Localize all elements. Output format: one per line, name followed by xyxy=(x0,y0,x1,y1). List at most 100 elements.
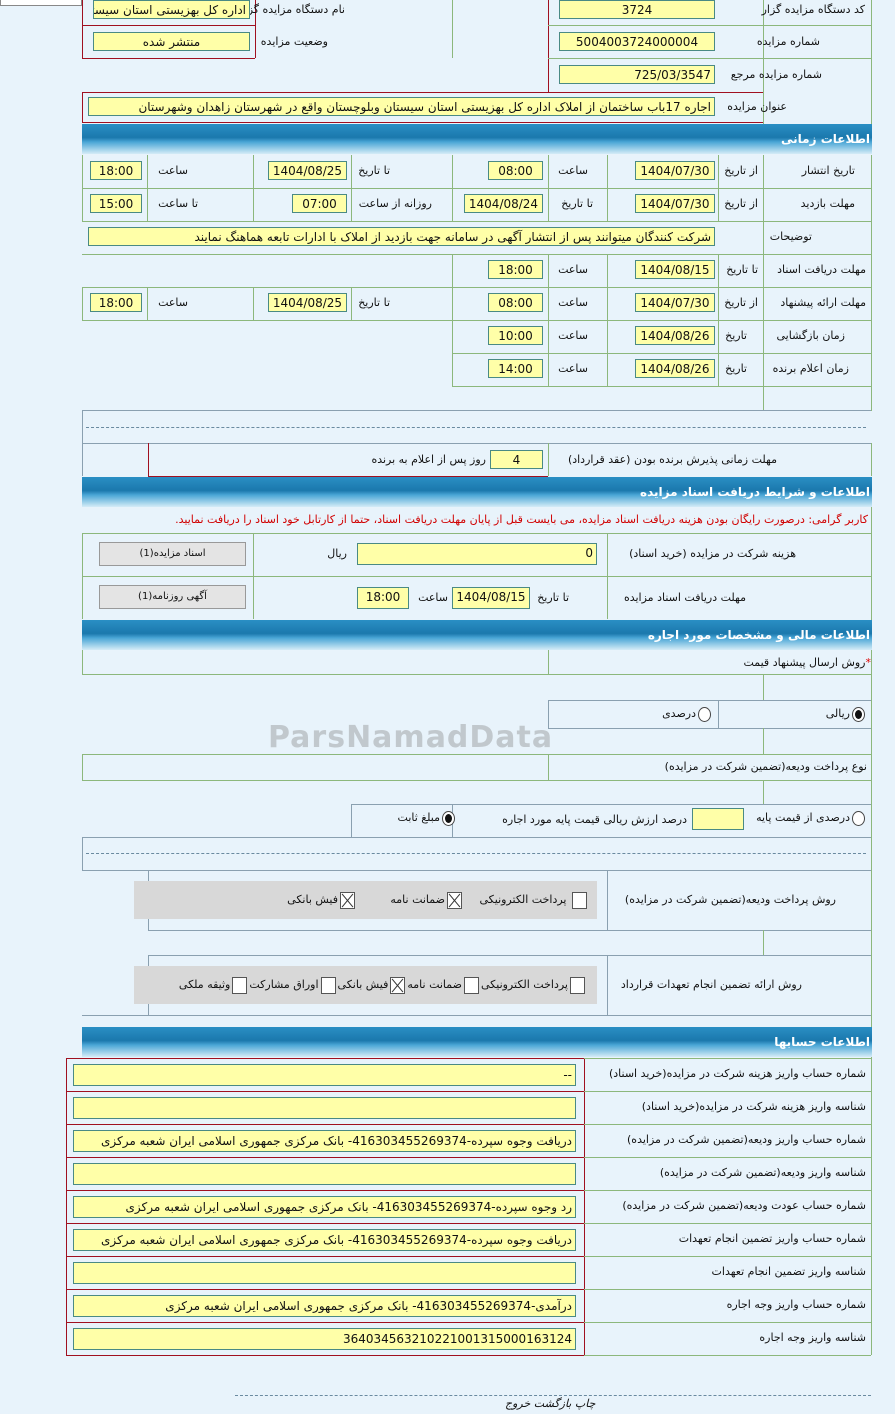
docs-deadline-time[interactable]: 18:00 xyxy=(357,587,409,609)
fixed-radio[interactable] xyxy=(442,810,455,826)
winner-date-field[interactable]: 1404/08/26 xyxy=(635,359,715,378)
section-accounts: اطلاعات حسابها xyxy=(82,1027,872,1057)
status-field[interactable]: منتشر شده xyxy=(93,32,250,51)
offer-from-time[interactable]: 08:00 xyxy=(488,293,543,312)
percent-option[interactable]: درصدی xyxy=(662,704,713,724)
print-link[interactable]: چاپ xyxy=(574,1397,596,1410)
auction-docs-button[interactable]: اسناد مزایده(1) xyxy=(99,542,246,566)
visit-label: مهلت بازدید xyxy=(800,197,855,210)
to-date-label: تا تاریخ xyxy=(726,263,758,276)
opening-time-field[interactable]: 10:00 xyxy=(488,326,543,345)
opening-date-field[interactable]: 1404/08/26 xyxy=(635,326,715,345)
deposit-method-electronic[interactable]: پرداخت الکترونیکی xyxy=(480,890,590,910)
to-date-label: تا تاریخ xyxy=(358,164,390,177)
checkbox[interactable] xyxy=(320,976,336,994)
account-field[interactable] xyxy=(73,1262,576,1284)
accept-label: مهلت زمانی پذیرش برنده بودن (عقد قرارداد… xyxy=(567,453,777,466)
account-field[interactable]: دریافت وجوه سپرده-416303455269374- بانک … xyxy=(73,1130,576,1152)
offer-to-field[interactable]: 1404/08/25 xyxy=(268,293,347,312)
publish-from-time[interactable]: 08:00 xyxy=(488,161,543,180)
account-field[interactable]: رد وجوه سپرده-416303455269374- بانک مرکز… xyxy=(73,1196,576,1218)
checkbox[interactable] xyxy=(232,976,248,994)
section-finance: اطلاعات مالی و مشخصات مورد اجاره xyxy=(82,620,872,650)
fee-field[interactable]: 0 xyxy=(357,543,597,565)
percent-of-base-option[interactable]: درصدی از قیمت پایه xyxy=(756,808,867,828)
account-label: شماره حساب واریز ودیعه(تضمین شرکت در مزا… xyxy=(627,1133,866,1146)
checkbox[interactable] xyxy=(572,891,587,909)
ref-no-field[interactable]: 725/03/3547 xyxy=(559,65,715,84)
offer-from-field[interactable]: 1404/07/30 xyxy=(635,293,715,312)
checkbox-label: فیش بانکی xyxy=(287,893,338,906)
checkbox-label: ضمانت نامه xyxy=(390,893,445,906)
offer-to-time[interactable]: 18:00 xyxy=(90,293,142,312)
org-name-field[interactable]: اداره کل بهزیستی استان سیستان xyxy=(93,0,250,19)
visit-to-time[interactable]: 15:00 xyxy=(90,194,142,213)
visit-to-field[interactable]: 1404/08/24 xyxy=(464,194,543,213)
account-field[interactable] xyxy=(73,1163,576,1185)
percent-field[interactable] xyxy=(692,808,744,830)
accept-days-field[interactable]: 4 xyxy=(490,450,543,469)
checkbox-label: پرداخت الکترونیکی xyxy=(481,978,568,991)
top-left-box xyxy=(0,0,82,6)
publish-label: تاریخ انتشار xyxy=(801,164,855,177)
guarantee-methods: پرداخت الکترونیکی ضمانت نامه فیش بانکی اورا… xyxy=(179,975,587,995)
publish-to-field[interactable]: 1404/08/25 xyxy=(268,161,347,180)
rial-label: ریالی xyxy=(825,707,850,720)
percent-radio[interactable] xyxy=(698,706,711,722)
org-code-field[interactable]: 3724 xyxy=(559,0,715,19)
checkbox-label: اوراق مشارکت xyxy=(249,978,319,991)
deposit-method-guarantee[interactable]: ضمانت نامه xyxy=(390,890,464,910)
account-label: شناسه واریز ودیعه(تضمین شرکت در مزایده) xyxy=(659,1166,866,1179)
rial-option[interactable]: ریالی xyxy=(826,704,867,724)
winner-time-field[interactable]: 14:00 xyxy=(488,359,543,378)
docs-time-field[interactable]: 18:00 xyxy=(488,260,543,279)
account-label: شماره حساب واریز تضمین انجام تعهدات xyxy=(678,1232,866,1245)
guarantee-methods-box xyxy=(134,966,597,1004)
account-label: شماره حساب واریز وجه اجاره xyxy=(726,1298,866,1311)
org-name-label: نام دستگاه مزایده گزار xyxy=(239,3,345,16)
deposit-method-label: روش پرداخت ودیعه(تضمین شرکت در مزایده) xyxy=(624,893,836,906)
publish-to-time[interactable]: 18:00 xyxy=(90,161,142,180)
account-field[interactable]: 364034563210221001315000163124 xyxy=(73,1328,576,1350)
checkbox[interactable] xyxy=(464,976,479,994)
fixed-option[interactable]: مبلغ ثابت xyxy=(398,808,457,828)
accept-suffix: روز پس از اعلام به برنده xyxy=(371,453,486,466)
account-field[interactable]: دریافت وجوه سپرده-416303455269374- بانک … xyxy=(73,1229,576,1251)
fee-label: هزینه شرکت در مزایده (خرید اسناد) xyxy=(629,547,796,560)
checkbox-label: فیش بانکی xyxy=(337,978,389,991)
checkbox-label: ضمانت نامه xyxy=(407,978,462,991)
back-link[interactable]: بازگشت xyxy=(533,1397,572,1410)
docs-to-field[interactable]: 1404/08/15 xyxy=(635,260,715,279)
guarantee-label: روش ارائه تضمین انجام تعهدات قرارداد xyxy=(620,978,802,991)
title-label: عنوان مزایده xyxy=(727,100,787,113)
percent-label: درصدی xyxy=(662,707,696,720)
visit-daily-from[interactable]: 07:00 xyxy=(292,194,347,213)
percent-of-base-radio[interactable] xyxy=(852,810,865,826)
rial-radio[interactable] xyxy=(852,706,865,722)
notes-field[interactable]: شرکت کنندگان میتوانند پس از انتشار آگهی … xyxy=(88,227,715,246)
deposit-method-bank-slip[interactable]: فیش بانکی xyxy=(287,890,357,910)
account-label: شناسه واریز هزینه شرکت در مزایده(خرید اس… xyxy=(641,1100,866,1113)
hour-label: ساعت xyxy=(418,591,448,604)
hour-label: ساعت xyxy=(558,362,588,375)
checkbox[interactable] xyxy=(340,891,355,909)
checkbox[interactable] xyxy=(570,976,585,994)
docs-deadline-date[interactable]: 1404/08/15 xyxy=(452,587,530,609)
exit-link[interactable]: خروج xyxy=(505,1397,531,1410)
to-hour-label: تا ساعت xyxy=(158,197,198,210)
account-field[interactable] xyxy=(73,1097,576,1119)
visit-from-field[interactable]: 1404/07/30 xyxy=(635,194,715,213)
section-time: اطلاعات زمانی xyxy=(82,124,872,154)
publish-from-field[interactable]: 1404/07/30 xyxy=(635,161,715,180)
account-field[interactable]: -- xyxy=(73,1064,576,1086)
checkbox[interactable] xyxy=(390,976,406,994)
winner-label: زمان اعلام برنده xyxy=(772,362,849,375)
account-field[interactable]: درآمدی-416303455269374- بانک مرکزی جمهور… xyxy=(73,1295,576,1317)
checkbox-label: پرداخت الکترونیکی xyxy=(479,893,567,906)
checkbox[interactable] xyxy=(447,891,462,909)
newspaper-ad-button[interactable]: آگهی روزنامه(1) xyxy=(99,585,246,609)
org-code-label: کد دستگاه مزایده گزار xyxy=(761,3,865,16)
auction-no-field[interactable]: 5004003724000004 xyxy=(559,32,715,51)
percent-text: درصد ارزش ریالی قیمت پایه مورد اجاره xyxy=(502,813,687,826)
title-field[interactable]: اجاره 17باب ساختمان از املاک اداره کل به… xyxy=(88,97,715,116)
